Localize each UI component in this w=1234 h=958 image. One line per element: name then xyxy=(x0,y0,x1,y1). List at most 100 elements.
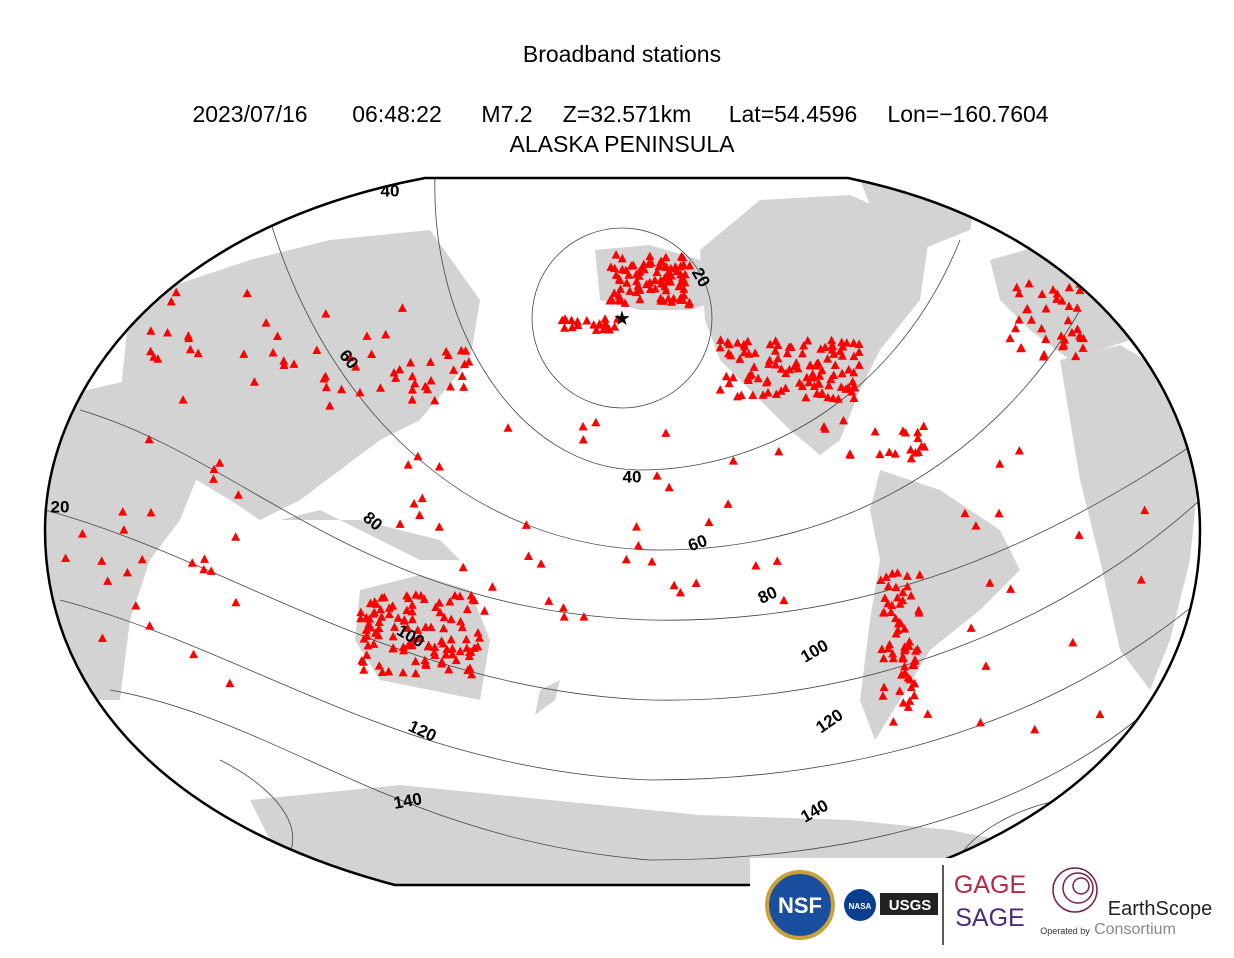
station xyxy=(827,345,837,354)
station xyxy=(377,667,387,677)
station xyxy=(652,471,662,480)
station xyxy=(906,590,916,600)
station xyxy=(803,335,813,345)
station xyxy=(637,264,647,273)
station xyxy=(656,293,666,303)
station xyxy=(473,628,483,637)
station xyxy=(781,368,791,378)
contour-label: 80 xyxy=(755,582,780,607)
station xyxy=(1014,445,1024,455)
station xyxy=(462,643,472,653)
station xyxy=(185,344,195,354)
station xyxy=(1078,343,1088,352)
station xyxy=(876,575,886,584)
station xyxy=(654,261,664,271)
station xyxy=(785,364,795,374)
station xyxy=(838,415,848,425)
station xyxy=(644,259,654,268)
station xyxy=(544,596,554,605)
station xyxy=(361,625,371,634)
station xyxy=(567,322,577,332)
station xyxy=(1012,282,1022,292)
station xyxy=(1041,334,1051,344)
station xyxy=(878,607,888,617)
station xyxy=(249,377,259,386)
station xyxy=(103,576,113,585)
station xyxy=(624,270,634,279)
station xyxy=(144,434,154,444)
contour-label: 40 xyxy=(623,467,642,486)
station xyxy=(765,355,775,365)
station xyxy=(279,360,289,369)
station xyxy=(879,682,889,692)
station xyxy=(617,253,627,263)
station xyxy=(849,338,859,347)
station xyxy=(312,345,322,354)
station xyxy=(667,297,677,306)
station xyxy=(898,595,908,605)
station xyxy=(875,449,885,459)
station xyxy=(1037,323,1047,333)
station xyxy=(691,578,701,588)
station xyxy=(805,360,815,370)
station xyxy=(911,646,921,655)
station xyxy=(446,614,456,624)
station xyxy=(923,709,933,718)
station xyxy=(439,623,449,633)
station xyxy=(461,346,471,355)
event-lat: Lat=54.4596 xyxy=(729,101,858,127)
station xyxy=(457,622,467,632)
station xyxy=(905,696,915,705)
station xyxy=(503,423,513,432)
station xyxy=(437,636,447,645)
station xyxy=(749,362,759,371)
station xyxy=(357,656,367,665)
usgs-text: USGS xyxy=(889,897,932,914)
station xyxy=(735,354,745,363)
station xyxy=(446,634,456,644)
station xyxy=(660,261,670,271)
station xyxy=(919,421,929,431)
station xyxy=(849,393,859,403)
station xyxy=(633,281,643,290)
station xyxy=(118,507,128,516)
station xyxy=(362,331,372,340)
station xyxy=(878,691,888,700)
station xyxy=(661,428,671,437)
station xyxy=(582,315,592,325)
station xyxy=(902,571,912,580)
station xyxy=(369,639,379,648)
station xyxy=(1059,339,1069,349)
station xyxy=(733,391,743,401)
station xyxy=(884,447,894,456)
station xyxy=(407,395,417,404)
station xyxy=(837,351,847,360)
station xyxy=(631,287,641,297)
station xyxy=(880,593,890,602)
station xyxy=(883,598,893,608)
station xyxy=(362,650,372,659)
gage-text: GAGE xyxy=(954,871,1026,899)
event-time: 06:48:22 xyxy=(352,101,442,127)
station xyxy=(888,653,898,663)
station xyxy=(376,604,386,614)
station xyxy=(268,348,278,357)
station xyxy=(325,401,335,410)
station xyxy=(676,293,686,302)
station xyxy=(1056,331,1066,340)
station xyxy=(985,578,995,587)
station xyxy=(833,394,843,403)
station xyxy=(753,373,763,383)
station xyxy=(801,392,811,402)
nsf-logo xyxy=(765,870,835,940)
station xyxy=(776,386,786,395)
station xyxy=(635,294,645,304)
station xyxy=(879,653,889,663)
station xyxy=(1014,288,1024,298)
station xyxy=(633,540,643,550)
station xyxy=(487,582,497,591)
station xyxy=(465,663,475,672)
station xyxy=(960,508,970,518)
station xyxy=(1063,315,1073,325)
station xyxy=(845,450,855,459)
